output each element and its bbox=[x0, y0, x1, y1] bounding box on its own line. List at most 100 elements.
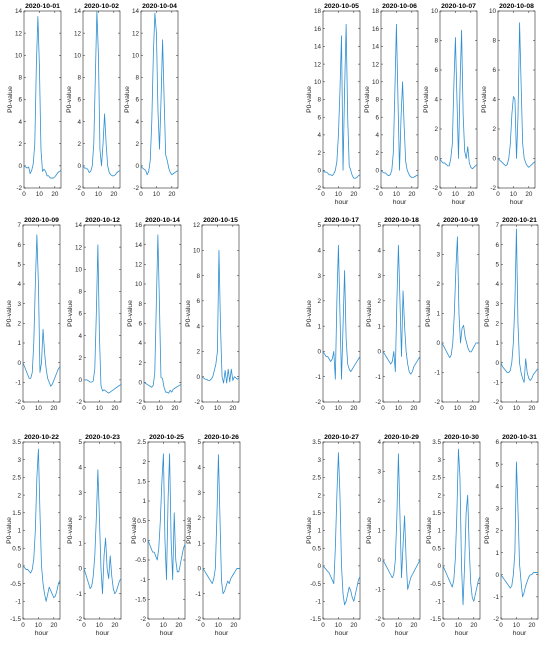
y-tick-label: 4 bbox=[375, 132, 379, 139]
subplot-title: 2020-10-14 bbox=[145, 217, 180, 224]
x-tick-label: 20 bbox=[350, 191, 358, 198]
y-tick-label: 18 bbox=[372, 8, 380, 15]
series-line bbox=[84, 244, 122, 394]
series-line bbox=[497, 22, 536, 168]
x-axis-label: hour bbox=[393, 199, 407, 206]
x-axis-label: hour bbox=[335, 630, 349, 637]
y-tick-label: 10 bbox=[372, 79, 380, 86]
y-tick-label: 4 bbox=[436, 222, 440, 229]
y-tick-label: 10 bbox=[314, 79, 322, 86]
x-axis-label: hour bbox=[395, 630, 409, 637]
y-tick-label: -2 bbox=[133, 185, 139, 192]
x-tick-label: 0 bbox=[321, 191, 325, 198]
y-tick-label: 1 bbox=[377, 323, 381, 330]
subplot-title: 2020-10-22 bbox=[24, 434, 59, 441]
y-tick-label: 1.5 bbox=[12, 510, 21, 517]
x-tick-label: 20 bbox=[50, 622, 58, 629]
plot-frame bbox=[500, 441, 539, 620]
y-tick-label: 0 bbox=[437, 563, 441, 570]
x-tick-label: 0 bbox=[441, 622, 445, 629]
plot-frame bbox=[23, 10, 62, 189]
y-axis-label: P0-value bbox=[426, 517, 433, 544]
y-tick-label: -2 bbox=[15, 399, 21, 406]
y-tick-label: 12 bbox=[372, 61, 380, 68]
x-axis-label: hour bbox=[455, 630, 469, 637]
y-tick-label: 5 bbox=[197, 439, 201, 446]
y-tick-label: 2 bbox=[77, 141, 81, 148]
y-tick-label: 6 bbox=[18, 97, 22, 104]
plot-frame bbox=[442, 441, 481, 620]
y-tick-label: 8 bbox=[77, 75, 81, 82]
subplot-2020-10-21: -2 -1 0 1 2 3 4 5 6 7 0 10 20 2020-10-21 P0-value bbox=[484, 217, 539, 412]
x-tick-label: 10 bbox=[455, 622, 463, 629]
y-tick-label: -2 bbox=[490, 185, 496, 192]
subplot-title: 2020-10-15 bbox=[203, 217, 238, 224]
y-tick-label: 2 bbox=[377, 298, 381, 305]
y-tick-label: 2 bbox=[142, 459, 146, 466]
plot-frame bbox=[202, 441, 241, 620]
y-tick-label: 4 bbox=[17, 281, 21, 288]
x-tick-label: 10 bbox=[35, 405, 43, 412]
x-tick-label: 0 bbox=[499, 405, 503, 412]
x-tick-label: 10 bbox=[36, 191, 44, 198]
y-tick-label: 4 bbox=[77, 119, 81, 126]
x-tick-label: 0 bbox=[81, 191, 85, 198]
y-tick-label: 8 bbox=[78, 289, 82, 296]
y-tick-label: 10 bbox=[193, 247, 201, 254]
x-tick-label: 20 bbox=[171, 405, 179, 412]
y-tick-label: 14 bbox=[74, 8, 82, 15]
subplot-2020-10-25: -2 -1.5 -1 -0.5 0 0.5 1 1.5 2 2.5 0 10 20 2020-10-25 P… bbox=[131, 434, 186, 637]
x-tick-label: 20 bbox=[525, 191, 533, 198]
y-axis-label: P0-value bbox=[484, 300, 491, 327]
plot-frame bbox=[497, 10, 536, 189]
x-tick-label: 0 bbox=[82, 405, 86, 412]
y-tick-label: 1.5 bbox=[432, 510, 441, 517]
y-tick-label: 1 bbox=[495, 550, 499, 557]
y-tick-label: 3 bbox=[197, 490, 201, 497]
y-tick-label: 3.5 bbox=[12, 439, 21, 446]
y-tick-label: -0.5 bbox=[430, 581, 441, 588]
y-tick-label: 0 bbox=[78, 566, 82, 573]
series-line bbox=[202, 454, 240, 595]
y-tick-label: 2.5 bbox=[12, 475, 21, 482]
y-tick-label: 4 bbox=[434, 97, 438, 104]
y-axis-label: P0-value bbox=[425, 300, 432, 327]
x-tick-label: 10 bbox=[215, 622, 223, 629]
y-tick-label: -2 bbox=[76, 616, 82, 623]
y-tick-label: 2 bbox=[436, 281, 440, 288]
y-tick-label: -1 bbox=[140, 577, 146, 584]
y-tick-label: 2 bbox=[495, 321, 499, 328]
subplot-2020-10-19: -2 -1 0 1 2 3 4 0 10 20 2020-10-19 P0-value bbox=[425, 217, 480, 412]
x-tick-label: 20 bbox=[50, 405, 58, 412]
y-tick-label: 8 bbox=[434, 38, 438, 45]
y-tick-label: 2 bbox=[135, 141, 139, 148]
series-line bbox=[382, 453, 421, 590]
y-tick-label: 2 bbox=[495, 528, 499, 535]
subplot-title: 2020-10-21 bbox=[502, 217, 537, 224]
y-axis-label: P0-value bbox=[366, 300, 373, 327]
series-line bbox=[22, 448, 61, 602]
subplot-2020-10-27: -1.5 -1 -0.5 0 0.5 1 1.5 2 2.5 3 3.5 0 10 20 2020-10-2… bbox=[306, 434, 361, 637]
y-tick-label: 0 bbox=[375, 168, 379, 175]
y-tick-label: 0 bbox=[495, 360, 499, 367]
x-tick-label: 10 bbox=[96, 405, 104, 412]
x-axis-label: hour bbox=[452, 199, 466, 206]
y-tick-label: 1 bbox=[17, 528, 21, 535]
y-axis-label: P0-value bbox=[67, 517, 74, 544]
y-axis-label: P0-value bbox=[366, 517, 373, 544]
y-tick-label: 2 bbox=[492, 126, 496, 133]
y-tick-label: -1 bbox=[195, 591, 201, 598]
x-tick-label: 10 bbox=[35, 622, 43, 629]
y-tick-label: 14 bbox=[75, 222, 83, 229]
y-tick-label: 2 bbox=[17, 492, 21, 499]
subplot-2020-10-09: -2 -1 0 1 2 3 4 5 6 7 0 10 20 2020-10-09 P0-value bbox=[6, 217, 61, 412]
y-axis-label: P0-value bbox=[67, 300, 74, 327]
y-tick-label: -1 bbox=[375, 587, 381, 594]
y-axis-label: P0-value bbox=[306, 300, 313, 327]
y-tick-label: 0.5 bbox=[137, 518, 146, 525]
y-tick-label: 1 bbox=[317, 528, 321, 535]
